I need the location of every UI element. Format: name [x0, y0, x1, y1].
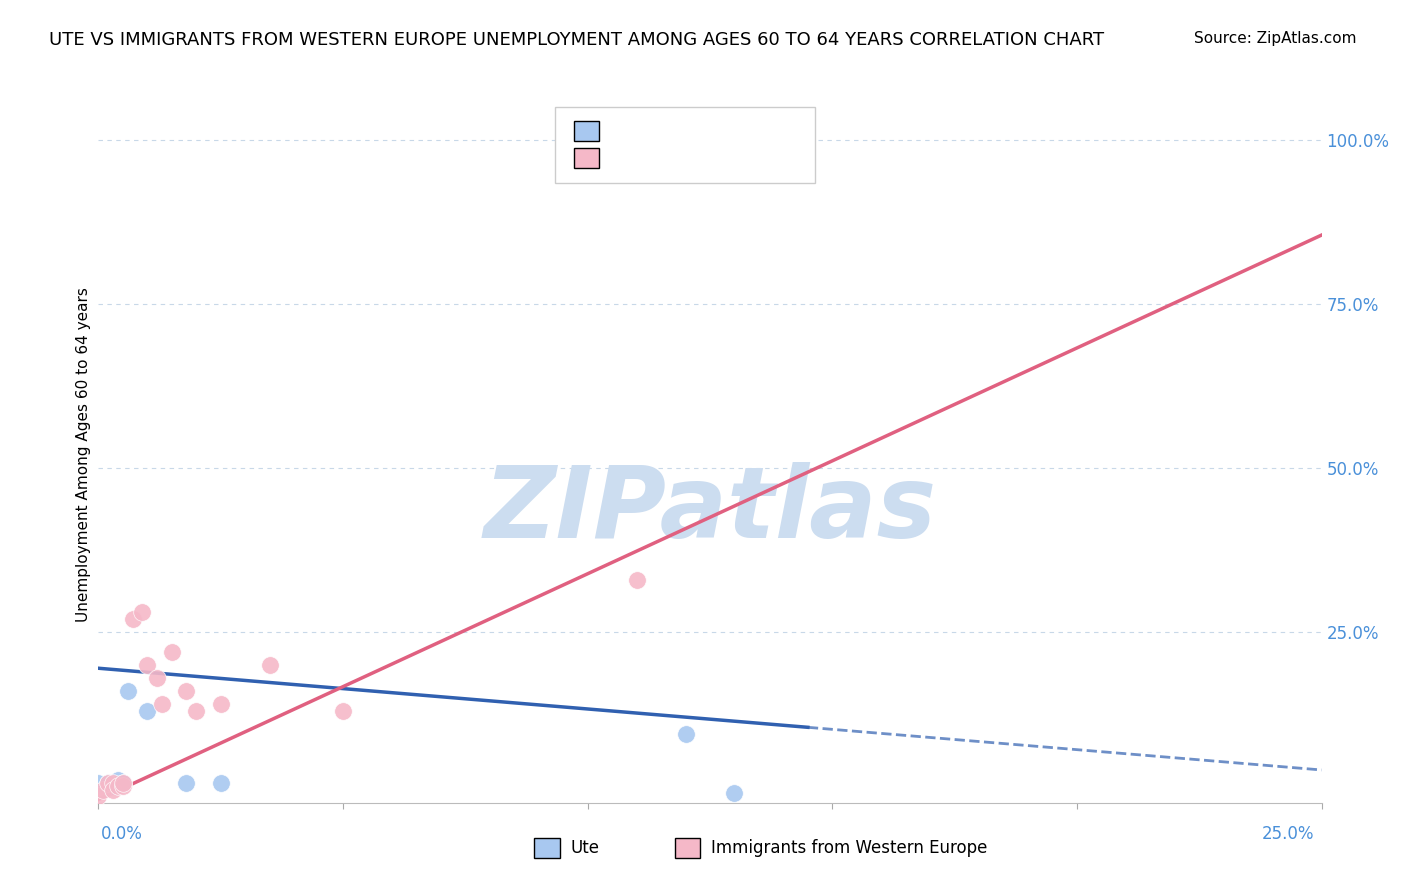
Point — [176, 776, 198, 790]
Point — [675, 133, 697, 147]
Point — [675, 727, 697, 741]
Point — [107, 772, 129, 787]
Point — [259, 657, 281, 672]
Point — [121, 612, 143, 626]
Point — [131, 606, 153, 620]
Point — [176, 684, 198, 698]
Point — [209, 776, 232, 790]
Point — [723, 786, 745, 800]
Point — [101, 776, 124, 790]
Point — [101, 780, 124, 794]
Point — [87, 789, 110, 804]
Text: Ute: Ute — [571, 839, 600, 857]
Y-axis label: Unemployment Among Ages 60 to 64 years: Unemployment Among Ages 60 to 64 years — [76, 287, 91, 623]
Point — [117, 684, 139, 698]
Point — [160, 645, 183, 659]
Point — [136, 657, 159, 672]
Text: UTE VS IMMIGRANTS FROM WESTERN EUROPE UNEMPLOYMENT AMONG AGES 60 TO 64 YEARS COR: UTE VS IMMIGRANTS FROM WESTERN EUROPE UN… — [49, 31, 1104, 49]
Point — [146, 671, 169, 685]
Text: ZIPatlas: ZIPatlas — [484, 462, 936, 559]
Text: Source: ZipAtlas.com: Source: ZipAtlas.com — [1194, 31, 1357, 46]
Text: Immigrants from Western Europe: Immigrants from Western Europe — [711, 839, 988, 857]
Text: 0.0%: 0.0% — [101, 825, 143, 843]
Point — [87, 776, 110, 790]
Point — [626, 573, 648, 587]
Point — [186, 704, 208, 718]
Point — [111, 776, 134, 790]
Text: R =   0.716   N = 21: R = 0.716 N = 21 — [607, 151, 762, 165]
Point — [107, 780, 129, 794]
Point — [97, 776, 120, 790]
Point — [91, 782, 114, 797]
Point — [101, 782, 124, 797]
Point — [111, 780, 134, 794]
Point — [111, 776, 134, 790]
Text: R = -0.073   N = 11: R = -0.073 N = 11 — [607, 124, 758, 138]
Point — [150, 698, 173, 712]
Point — [332, 704, 354, 718]
Point — [97, 776, 120, 790]
Point — [209, 698, 232, 712]
Text: 25.0%: 25.0% — [1263, 825, 1315, 843]
Point — [136, 704, 159, 718]
